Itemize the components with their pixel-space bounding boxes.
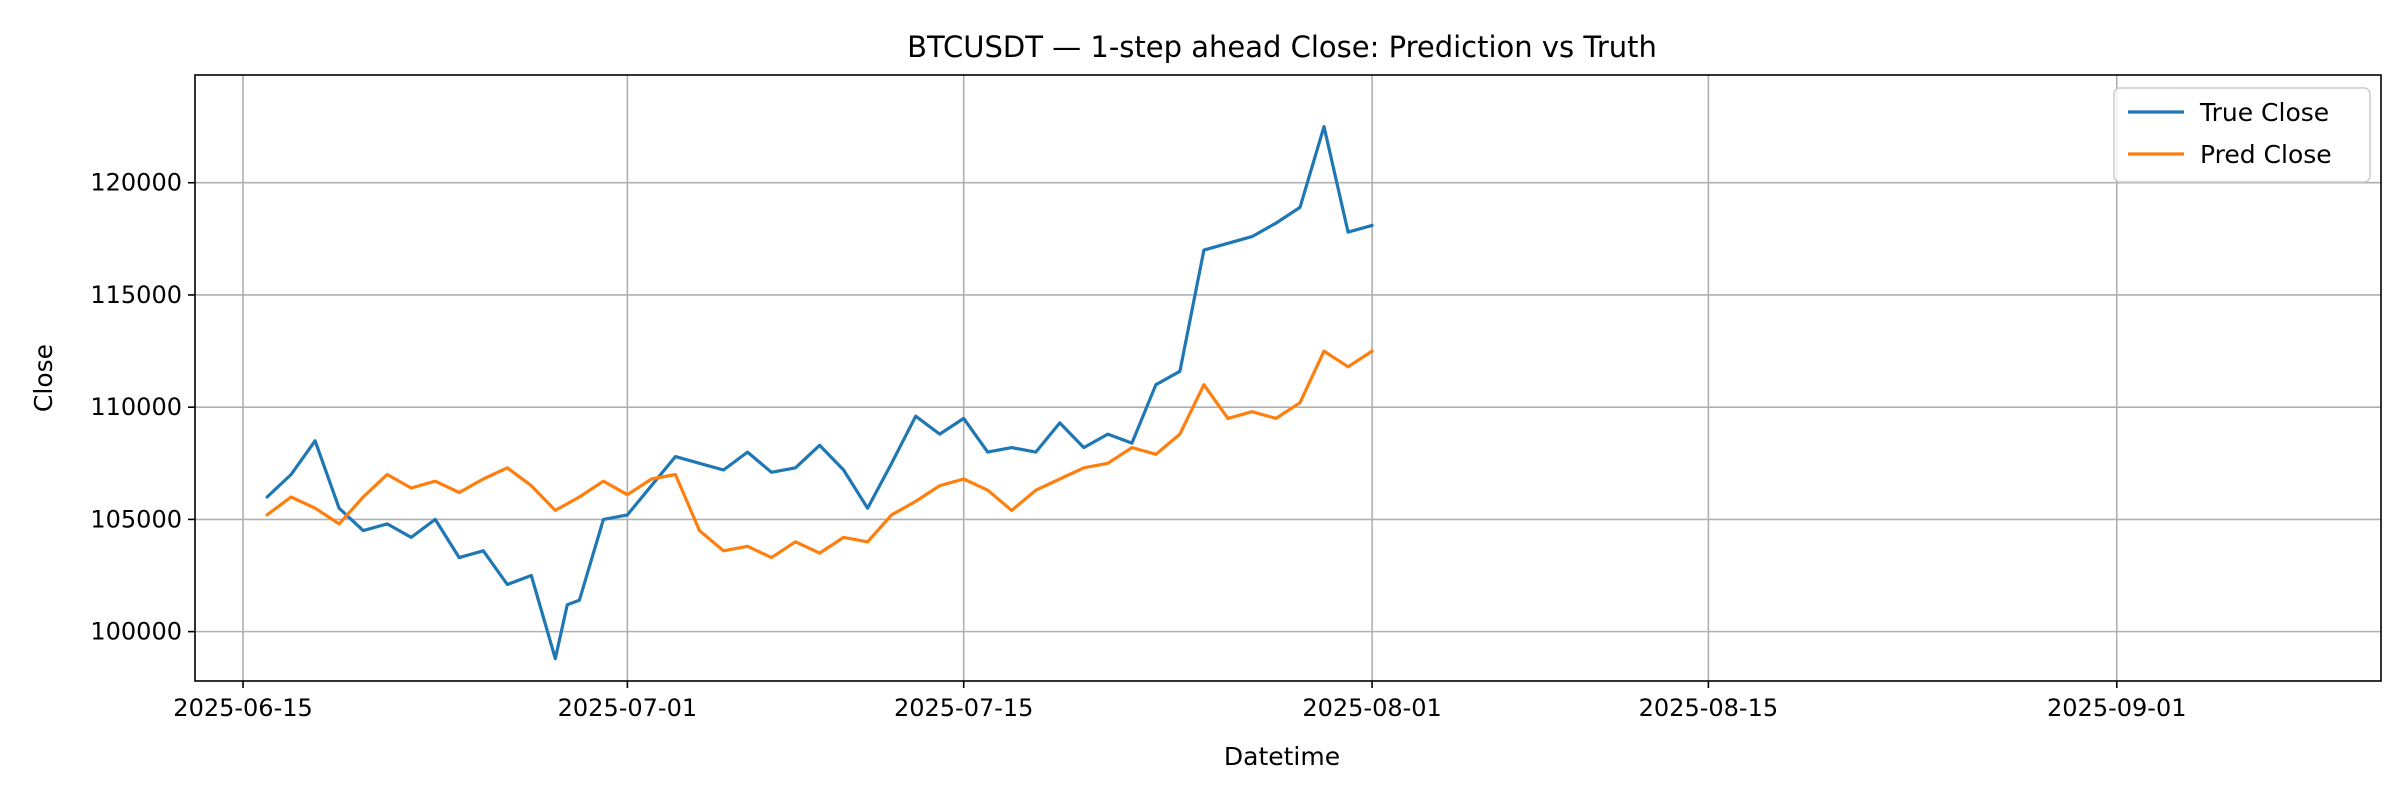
x-tick-label: 2025-06-15 <box>173 694 312 722</box>
y-tick-label: 105000 <box>90 505 182 533</box>
y-tick-label: 110000 <box>90 393 182 421</box>
x-tick-label: 2025-08-01 <box>1302 694 1441 722</box>
x-axis: 2025-06-15 2025-07-01 2025-07-15 2025-08-01… <box>173 681 2187 722</box>
y-tick-label: 100000 <box>90 618 182 646</box>
legend: True Close Pred Close <box>2113 87 2371 183</box>
x-axis-label: Datetime <box>1224 742 1340 771</box>
y-tick-label: 115000 <box>90 281 182 309</box>
x-tick-label: 2025-09-01 <box>2047 694 2186 722</box>
chart-title: BTCUSDT — 1-step ahead Close: Prediction… <box>907 30 1657 64</box>
series-layer <box>265 125 1374 661</box>
x-tick-label: 2025-08-15 <box>1639 694 1778 722</box>
legend-label-pred-close: Pred Close <box>2200 140 2332 169</box>
series-line-true-close <box>265 125 1374 661</box>
series-line-pred-close <box>265 349 1374 560</box>
y-axis: 100000 105000 110000 115000 120000 <box>90 169 195 646</box>
y-axis-label: Close <box>29 344 58 412</box>
legend-label-true-close: True Close <box>2199 98 2329 127</box>
y-tick-label: 120000 <box>90 169 182 197</box>
plot-frame <box>194 74 2382 682</box>
x-tick-label: 2025-07-01 <box>558 694 697 722</box>
x-tick-label: 2025-07-15 <box>894 694 1033 722</box>
